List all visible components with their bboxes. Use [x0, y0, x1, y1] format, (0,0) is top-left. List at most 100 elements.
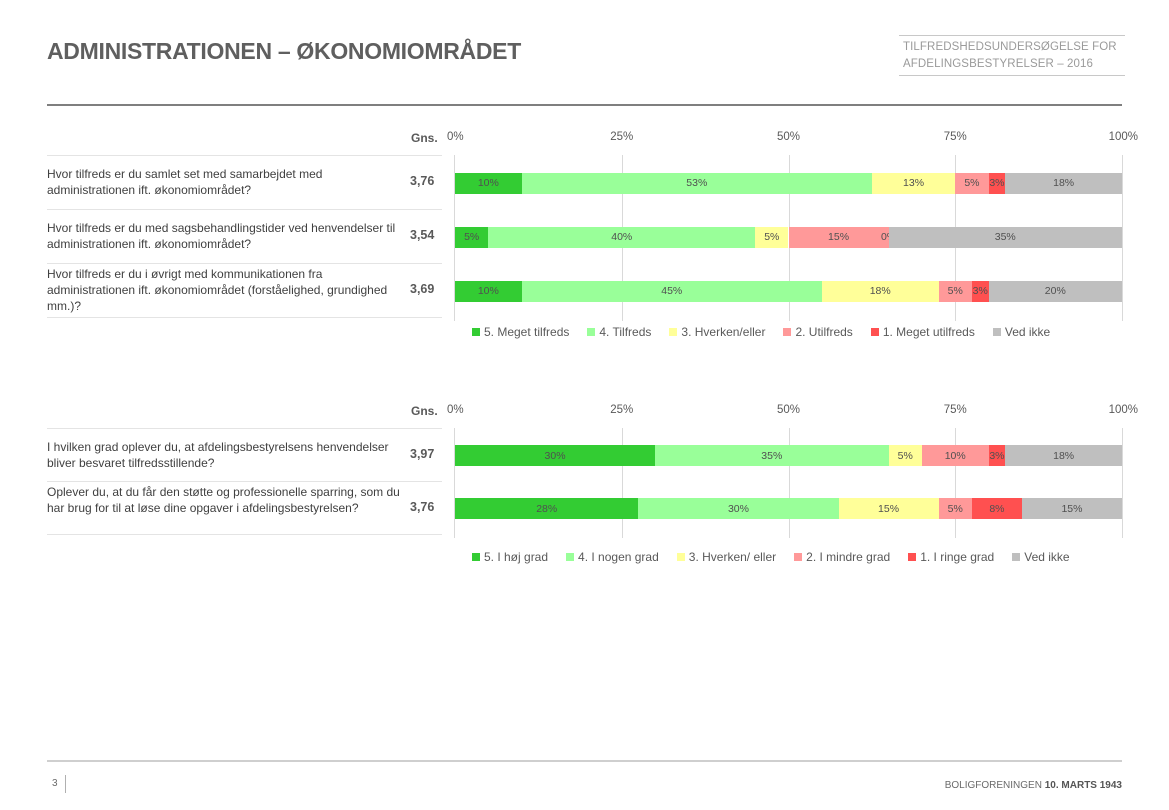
legend-label: 1. I ringe grad — [920, 550, 995, 564]
question-text: I hvilken grad oplever du, at afdelingsb… — [47, 439, 389, 470]
bar-segment-5-meget-tilfreds: 10% — [455, 172, 522, 194]
legend-swatch-icon — [908, 553, 917, 561]
bar-segment-ved-ikke: 35% — [888, 226, 1122, 248]
legend-item: 3. Hverken/eller — [669, 325, 765, 339]
x-gridline — [788, 428, 790, 538]
average-column-header: Gns. — [411, 131, 438, 145]
legend-swatch-icon — [669, 328, 678, 336]
page-number: 3 — [52, 778, 58, 789]
legend-item: 2. Utilfreds — [783, 325, 853, 339]
legend-item: 1. I ringe grad — [908, 550, 994, 564]
data-label: 5% — [947, 502, 963, 515]
bar-segment-1-i-ringe-grad: 3% — [988, 445, 1006, 466]
legend-label: 1. Meget utilfreds — [882, 325, 975, 339]
data-label: 3% — [972, 285, 988, 297]
average-column-header: Gns. — [411, 404, 438, 418]
legend-swatch-icon — [870, 328, 879, 336]
legend-label: 2. I mindre grad — [806, 550, 891, 564]
legend-label: Ved ikke — [1004, 325, 1051, 339]
x-gridline — [454, 428, 455, 538]
legend-label: 2. Utilfreds — [795, 325, 853, 339]
legend-item: 4. I nogen grad — [566, 550, 659, 564]
legend-item: Ved ikke — [992, 325, 1051, 339]
question-row: Hvor tilfreds er du med sagsbehandlingst… — [47, 209, 442, 264]
bar-segment-3-hverken-eller: 5% — [755, 226, 789, 248]
x-gridline — [1122, 428, 1123, 538]
data-label: 3% — [989, 449, 1005, 462]
bar-segment-2-utilfreds: 5% — [938, 280, 972, 302]
legend-swatch-icon — [1012, 553, 1021, 561]
bar-segment-3-hverken-eller: 5% — [888, 445, 922, 466]
question-row: Oplever du, at du får den støtte og prof… — [47, 481, 442, 535]
average-score: 3,97 — [410, 446, 435, 461]
data-label: 30% — [544, 449, 566, 462]
bar-segment-5-i-høj-grad: 28% — [455, 498, 639, 519]
data-label: 40% — [611, 231, 633, 243]
data-label: 28% — [536, 502, 558, 515]
data-label: 30% — [727, 502, 749, 515]
bar-segment-3-hverken-eller: 15% — [838, 498, 939, 519]
data-label: 10% — [477, 285, 499, 297]
legend-item: 2. I mindre grad — [794, 550, 890, 564]
legend-item: 5. I høj grad — [472, 550, 548, 564]
data-label: 8% — [989, 502, 1005, 515]
data-label: 15% — [828, 231, 850, 243]
footer-divider — [47, 760, 1122, 762]
data-label: 5% — [764, 231, 780, 243]
question-row: Hvor tilfreds er du i øvrigt med kommuni… — [47, 263, 442, 318]
bar-segment-2-i-mindre-grad: 5% — [938, 498, 972, 519]
legend-swatch-icon — [566, 553, 575, 561]
legend-item: Ved ikke — [1012, 550, 1070, 564]
average-score: 3,76 — [410, 499, 435, 514]
data-label: 18% — [869, 285, 891, 297]
bar-segment-1-i-ringe-grad: 8% — [971, 498, 1022, 519]
legend-label: 3. Hverken/eller — [681, 325, 766, 339]
table-bottom-rule — [47, 317, 442, 318]
x-tick-label: 0% — [447, 404, 464, 416]
bar-segment-2-i-mindre-grad: 10% — [921, 445, 989, 466]
data-label: 35% — [994, 231, 1016, 243]
data-label: 5% — [464, 231, 480, 243]
legend-label: 5. Meget tilfreds — [484, 325, 570, 339]
bar-segment-ved-ikke: 20% — [988, 280, 1122, 302]
data-label: 15% — [1061, 502, 1083, 515]
bar-segment-5-i-høj-grad: 30% — [455, 445, 656, 466]
bar-segment-2-utilfreds: 15% — [788, 226, 889, 248]
bar-segment-1-meget-utilfreds: 3% — [971, 280, 989, 302]
data-label: 18% — [1053, 449, 1075, 462]
table-bottom-rule — [47, 534, 442, 535]
legend-label: 3. Hverken/ eller — [688, 550, 777, 564]
bar-segment-4-tilfreds: 40% — [488, 226, 756, 248]
average-score: 3,69 — [410, 282, 435, 296]
data-label: 5% — [947, 285, 963, 297]
data-label: 53% — [686, 177, 708, 189]
bar-segment-4-tilfreds: 53% — [521, 172, 872, 194]
subtitle-line-2: AFDELINGSBESTYRELSER – 2016 — [903, 58, 1093, 70]
x-gridline — [955, 428, 957, 538]
legend-swatch-icon — [794, 553, 803, 561]
data-label: 10% — [477, 177, 499, 189]
legend-label: 4. Tilfreds — [599, 325, 652, 339]
data-label: 20% — [1044, 285, 1066, 297]
bar-segment-2-utilfreds: 5% — [955, 172, 989, 194]
bar-segment-4-i-nogen-grad: 30% — [638, 498, 839, 519]
data-label: 45% — [661, 285, 683, 297]
bar-segment-5-meget-tilfreds: 5% — [455, 226, 489, 248]
bar-segment-ved-ikke: 18% — [1005, 445, 1122, 466]
legend-swatch-icon — [676, 553, 685, 561]
page-number-separator — [65, 775, 66, 793]
legend-label: Ved ikke — [1024, 550, 1070, 564]
bar-segment-3-hverken-eller: 18% — [821, 280, 939, 302]
x-gridline — [621, 428, 623, 538]
footer-org-prefix: BOLIGFORENINGEN — [944, 780, 1042, 791]
bar-segment-ved-ikke: 18% — [1005, 172, 1122, 194]
legend-item: 4. Tilfreds — [587, 325, 651, 339]
bar-segment-4-tilfreds: 45% — [521, 280, 822, 302]
legend-item: 3. Hverken/ eller — [676, 550, 777, 564]
page-title: ADMINISTRATIONEN – ØKONOMIOMRÅDET — [47, 38, 521, 64]
data-label: 35% — [761, 449, 783, 462]
legend-label: 4. I nogen grad — [578, 550, 659, 564]
chart-legend: 5. Meget tilfreds 4. Tilfreds 3. Hverken/e… — [472, 325, 1068, 339]
legend-swatch-icon — [992, 328, 1001, 336]
data-label: 18% — [1053, 177, 1075, 189]
